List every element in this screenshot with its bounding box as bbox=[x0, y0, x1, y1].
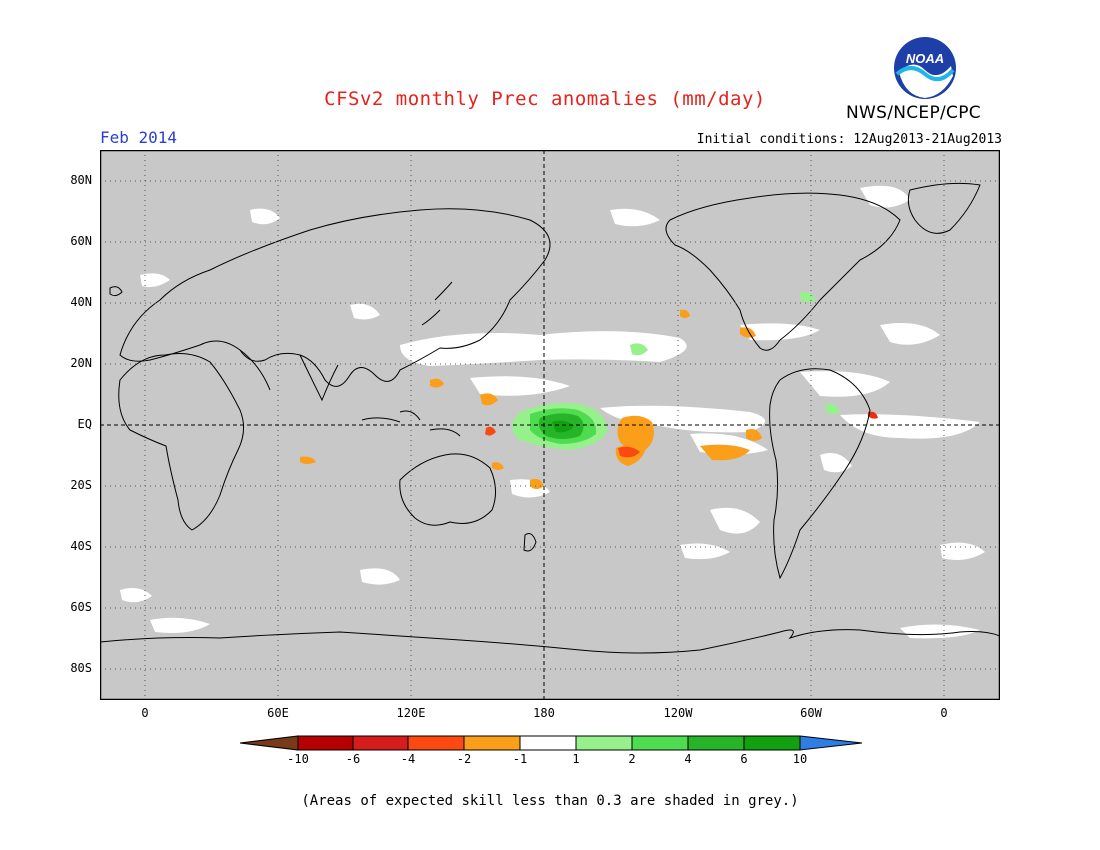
map-frame bbox=[100, 150, 1000, 700]
noaa-logo-text: NOAA bbox=[906, 51, 944, 66]
lat-label-40s: 40S bbox=[70, 539, 92, 553]
legend-label-4: 4 bbox=[684, 752, 692, 766]
legend-label-10: 10 bbox=[792, 752, 808, 766]
legend-label-2: 2 bbox=[628, 752, 636, 766]
central-pacific-wet-anomaly bbox=[512, 292, 840, 450]
lat-label-60n: 60N bbox=[70, 234, 92, 248]
lat-label-80n: 80N bbox=[70, 173, 92, 187]
lat-label-40n: 40N bbox=[70, 295, 92, 309]
color-legend bbox=[239, 733, 863, 753]
legend-label-6: 6 bbox=[740, 752, 748, 766]
legend-label-m1: -1 bbox=[512, 752, 528, 766]
lat-label-60s: 60S bbox=[70, 600, 92, 614]
white-near-zero-areas bbox=[120, 185, 985, 639]
equator-and-dateline bbox=[100, 150, 1000, 700]
legend-label-m6: -6 bbox=[345, 752, 361, 766]
lon-label-120w: 120W bbox=[663, 706, 693, 720]
noaa-logo: NOAA bbox=[893, 36, 957, 100]
legend-label-m4: -4 bbox=[400, 752, 416, 766]
lat-label-eq: EQ bbox=[77, 417, 92, 431]
forecast-month: Feb 2014 bbox=[100, 128, 178, 147]
lat-label-80s: 80S bbox=[70, 661, 92, 675]
lon-label-180: 180 bbox=[533, 706, 555, 720]
lat-label-20s: 20S bbox=[70, 478, 92, 492]
legend-label-m10: -10 bbox=[287, 752, 309, 766]
map-title: CFSv2 monthly Prec anomalies (mm/day) bbox=[324, 88, 766, 110]
lon-label-120e: 120E bbox=[396, 706, 426, 720]
legend-label-1: 1 bbox=[572, 752, 580, 766]
legend-label-m2: -2 bbox=[456, 752, 472, 766]
lon-label-0: 0 bbox=[141, 706, 149, 720]
skill-footnote: (Areas of expected skill less than 0.3 a… bbox=[301, 793, 799, 809]
initial-conditions: Initial conditions: 12Aug2013-21Aug2013 bbox=[696, 132, 1002, 147]
lon-label-0-right: 0 bbox=[940, 706, 948, 720]
lat-label-20n: 20N bbox=[70, 356, 92, 370]
coastlines bbox=[100, 182, 1000, 654]
lon-label-60w: 60W bbox=[800, 706, 822, 720]
precip-anomaly-map bbox=[100, 150, 1000, 700]
agency-label: NWS/NCEP/CPC bbox=[846, 103, 981, 123]
lon-label-60e: 60E bbox=[267, 706, 289, 720]
